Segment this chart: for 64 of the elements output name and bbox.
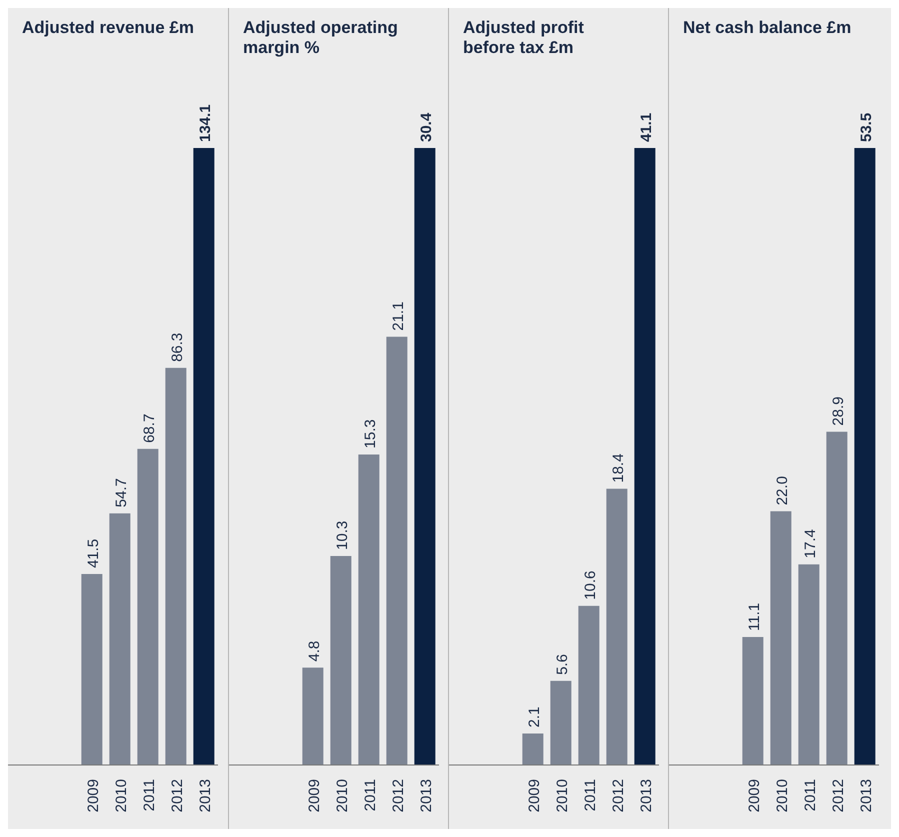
data-label: 10.3 <box>334 520 351 550</box>
x-tick-label: 2013 <box>418 779 435 812</box>
x-tick-label: 2013 <box>858 779 875 812</box>
x-tick-label: 2011 <box>582 779 599 812</box>
data-label: 41.5 <box>84 538 102 568</box>
data-label: 68.7 <box>140 414 158 443</box>
data-label: 11.1 <box>746 602 763 631</box>
chart-title: Adjusted revenue £m <box>22 18 195 38</box>
bar <box>109 513 130 765</box>
data-label: 22.0 <box>774 476 791 506</box>
bar <box>578 606 600 765</box>
bar <box>826 432 848 765</box>
x-tick-label: 2012 <box>610 779 627 812</box>
x-tick-label: 2010 <box>334 779 351 812</box>
x-tick-label: 2009 <box>85 779 102 812</box>
x-tick-label: 2011 <box>141 779 158 812</box>
bar <box>798 564 820 765</box>
x-tick-label: 2013 <box>638 779 655 812</box>
bar <box>193 148 214 765</box>
chart-title: Adjusted operating margin % <box>243 18 399 58</box>
bar <box>634 148 656 765</box>
x-tick-label: 2010 <box>554 779 571 812</box>
data-label: 10.6 <box>582 570 599 600</box>
x-tick-label: 2010 <box>113 779 130 812</box>
data-label: 4.8 <box>306 640 323 662</box>
x-tick-label: 2013 <box>197 779 214 812</box>
data-label: 54.7 <box>112 478 130 508</box>
data-label: 15.3 <box>362 419 379 448</box>
bar <box>606 488 628 765</box>
data-label: 5.6 <box>554 654 571 675</box>
bar <box>165 368 186 765</box>
x-tick-label: 2012 <box>169 779 186 812</box>
data-label: 17.4 <box>802 529 819 558</box>
x-tick-label: 2009 <box>746 779 763 812</box>
x-tick-label: 2011 <box>362 779 379 812</box>
data-label: 134.1 <box>196 104 214 142</box>
data-label: 53.5 <box>858 112 875 142</box>
data-label: 18.4 <box>610 454 627 483</box>
bar <box>550 680 572 765</box>
x-tick-label: 2009 <box>306 779 323 812</box>
bar <box>358 454 380 765</box>
x-tick-label: 2011 <box>802 779 819 812</box>
data-label: 86.3 <box>168 332 186 362</box>
bar <box>302 668 324 765</box>
bar <box>137 448 158 765</box>
x-tick-label: 2009 <box>526 779 543 812</box>
bar <box>770 511 792 765</box>
x-tick-label: 2010 <box>774 779 791 812</box>
data-label: 21.1 <box>390 302 407 331</box>
bar <box>854 148 876 765</box>
bar <box>386 336 408 765</box>
chart-title: Adjusted profit before tax £m <box>463 18 585 58</box>
x-tick-label: 2012 <box>390 779 407 812</box>
bar <box>414 148 436 765</box>
bar <box>81 574 102 765</box>
bar <box>742 636 764 765</box>
bar <box>522 733 544 765</box>
data-label: 41.1 <box>638 112 655 142</box>
chart-title: Net cash balance £m <box>683 18 852 38</box>
data-label: 28.9 <box>830 396 847 426</box>
data-label: 30.4 <box>418 112 435 142</box>
x-tick-label: 2012 <box>830 779 847 812</box>
data-label: 2.1 <box>526 706 543 728</box>
bar <box>330 556 352 765</box>
